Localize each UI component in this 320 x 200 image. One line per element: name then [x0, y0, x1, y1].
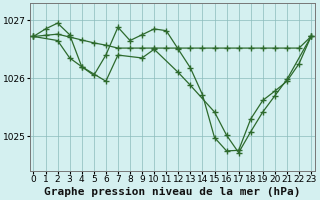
X-axis label: Graphe pression niveau de la mer (hPa): Graphe pression niveau de la mer (hPa)	[44, 187, 300, 197]
